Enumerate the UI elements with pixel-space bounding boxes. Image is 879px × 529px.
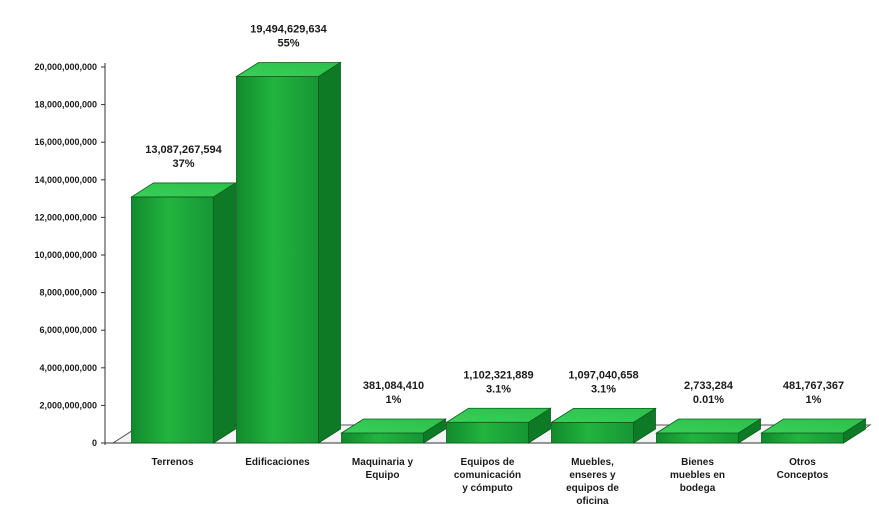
x-category-label: Bienes muebles en bodega (670, 457, 725, 494)
data-label-value: 1,102,321,889 (463, 369, 533, 381)
data-label-percent: 37% (172, 158, 194, 170)
data-label-value: 13,087,267,594 (145, 144, 222, 156)
y-tick-label: 10,000,000,000 (34, 250, 97, 260)
x-category-label: Equipos de comunicación y cómputo (454, 457, 521, 494)
bar-top (445, 407, 552, 423)
x-category-label: Otros Conceptos (777, 457, 829, 481)
x-category-label: Maquinaria y Equipo (352, 457, 414, 481)
bar-top (130, 182, 237, 198)
y-tick-label: 2,000,000,000 (39, 400, 97, 410)
y-tick-label: 20,000,000,000 (34, 62, 97, 72)
data-label-value: 2,733,284 (684, 380, 734, 392)
y-tick-label: 12,000,000,000 (34, 212, 97, 222)
y-tick-label: 8,000,000,000 (39, 288, 97, 298)
bar-top (340, 418, 447, 434)
x-category-label: Edificaciones (245, 457, 310, 468)
y-tick-label: 16,000,000,000 (34, 137, 97, 147)
y-tick-label: 14,000,000,000 (34, 175, 97, 185)
data-label-percent: 55% (277, 38, 299, 50)
bar-top (760, 418, 867, 434)
x-category-label: Muebles, enseres y equipos de oficina (566, 457, 619, 507)
y-tick-label: 0 (92, 438, 97, 448)
bar-top (235, 62, 342, 77)
data-label-value: 1,097,040,658 (568, 369, 638, 381)
bar-top (550, 407, 657, 423)
bar (656, 432, 739, 444)
bar-side (213, 182, 236, 444)
data-label-percent: 3.1% (486, 383, 511, 395)
bar (761, 432, 844, 444)
bar (446, 421, 529, 444)
bar (341, 432, 424, 444)
bar-side (318, 61, 341, 444)
data-label-value: 381,084,410 (363, 380, 424, 392)
bar (236, 76, 319, 444)
y-tick-label: 4,000,000,000 (39, 363, 97, 373)
data-label-value: 19,494,629,634 (250, 24, 327, 36)
y-tick-label: 6,000,000,000 (39, 325, 97, 335)
data-label-value: 481,767,367 (783, 380, 844, 392)
data-label-percent: 0.01% (693, 394, 724, 406)
data-label-percent: 1% (806, 394, 822, 406)
data-label-percent: 1% (386, 394, 402, 406)
bar (551, 421, 634, 444)
x-category-label: Terrenos (151, 457, 193, 468)
bar (131, 196, 214, 444)
y-tick-label: 18,000,000,000 (34, 100, 97, 110)
bar-top (655, 418, 762, 434)
data-label-percent: 3.1% (591, 383, 616, 395)
